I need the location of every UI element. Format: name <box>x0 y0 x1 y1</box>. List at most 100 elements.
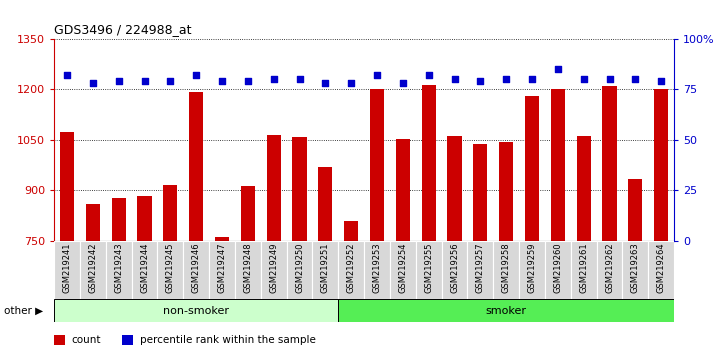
Text: GSM219264: GSM219264 <box>657 242 665 293</box>
Bar <box>364 241 390 299</box>
Bar <box>286 241 312 299</box>
Point <box>500 76 512 82</box>
Bar <box>499 142 513 241</box>
Bar <box>215 237 229 241</box>
Bar <box>525 96 539 241</box>
Bar <box>157 241 183 299</box>
Bar <box>267 135 280 241</box>
Bar <box>396 139 410 241</box>
Bar <box>293 137 306 241</box>
Text: GSM219247: GSM219247 <box>218 242 226 293</box>
Text: GSM219250: GSM219250 <box>295 242 304 293</box>
Text: other ▶: other ▶ <box>4 306 43 316</box>
Bar <box>131 241 157 299</box>
Bar <box>209 241 235 299</box>
Text: GSM219260: GSM219260 <box>554 242 562 293</box>
Bar <box>123 335 133 345</box>
Point <box>655 79 667 84</box>
Point <box>371 73 383 78</box>
Point <box>190 73 202 78</box>
Bar <box>54 335 65 345</box>
Bar <box>318 167 332 241</box>
Point <box>319 80 331 86</box>
Text: smoker: smoker <box>486 306 527 316</box>
Point <box>113 79 125 84</box>
Bar <box>577 137 590 241</box>
Bar <box>312 241 338 299</box>
Bar <box>493 241 519 299</box>
Bar <box>163 185 177 241</box>
Text: GSM219257: GSM219257 <box>476 242 485 293</box>
Bar <box>60 132 74 241</box>
Bar <box>648 241 674 299</box>
Bar <box>138 196 151 241</box>
Bar <box>571 241 596 299</box>
Bar <box>106 241 131 299</box>
Text: GSM219242: GSM219242 <box>89 242 97 293</box>
Text: GSM219259: GSM219259 <box>528 242 536 293</box>
Point <box>423 73 435 78</box>
Text: non-smoker: non-smoker <box>163 306 229 316</box>
Text: GSM219254: GSM219254 <box>399 242 407 293</box>
Point <box>526 76 538 82</box>
Bar <box>112 198 125 241</box>
Bar <box>54 241 80 299</box>
Text: GSM219261: GSM219261 <box>579 242 588 293</box>
Text: GSM219244: GSM219244 <box>140 242 149 293</box>
Point <box>448 76 460 82</box>
Point <box>268 76 280 82</box>
Bar <box>338 241 364 299</box>
Bar <box>422 85 435 241</box>
Point <box>474 79 486 84</box>
Point <box>242 79 254 84</box>
Point <box>552 67 564 72</box>
Text: GSM219241: GSM219241 <box>63 242 71 293</box>
Bar <box>622 241 648 299</box>
Text: GSM219251: GSM219251 <box>321 242 329 293</box>
Text: GSM219249: GSM219249 <box>269 242 278 293</box>
Bar <box>86 204 100 241</box>
Point <box>397 80 409 86</box>
Bar <box>654 89 668 241</box>
Text: percentile rank within the sample: percentile rank within the sample <box>140 335 316 345</box>
Text: GSM219256: GSM219256 <box>450 242 459 293</box>
Bar <box>467 241 493 299</box>
Bar <box>183 241 209 299</box>
Bar <box>241 186 255 241</box>
Bar <box>54 299 338 322</box>
Point <box>345 80 357 86</box>
Bar <box>390 241 416 299</box>
Point <box>293 76 305 82</box>
Bar <box>189 92 203 241</box>
Bar <box>344 221 358 241</box>
Text: GSM219245: GSM219245 <box>166 242 174 293</box>
Bar <box>80 241 106 299</box>
Bar <box>603 86 616 241</box>
Point <box>138 79 150 84</box>
Bar <box>441 241 467 299</box>
Bar <box>416 241 441 299</box>
Point <box>216 79 228 84</box>
Point <box>603 76 615 82</box>
Text: GSM219253: GSM219253 <box>373 242 381 293</box>
Point <box>629 76 641 82</box>
Point <box>87 80 99 86</box>
Text: GSM219248: GSM219248 <box>244 242 252 293</box>
Text: GSM219258: GSM219258 <box>502 242 510 293</box>
Point <box>578 76 590 82</box>
Bar <box>628 178 642 241</box>
Text: GDS3496 / 224988_at: GDS3496 / 224988_at <box>54 23 192 36</box>
Text: count: count <box>71 335 101 345</box>
Bar <box>448 137 461 241</box>
Bar <box>235 241 261 299</box>
Text: GSM219255: GSM219255 <box>424 242 433 293</box>
Text: GSM219243: GSM219243 <box>114 242 123 293</box>
Bar <box>596 241 622 299</box>
Text: GSM219246: GSM219246 <box>192 242 200 293</box>
Bar <box>551 89 565 241</box>
Text: GSM219252: GSM219252 <box>347 242 355 293</box>
Bar <box>370 89 384 241</box>
Text: GSM219263: GSM219263 <box>631 242 640 293</box>
Text: GSM219262: GSM219262 <box>605 242 614 293</box>
Bar <box>261 241 286 299</box>
